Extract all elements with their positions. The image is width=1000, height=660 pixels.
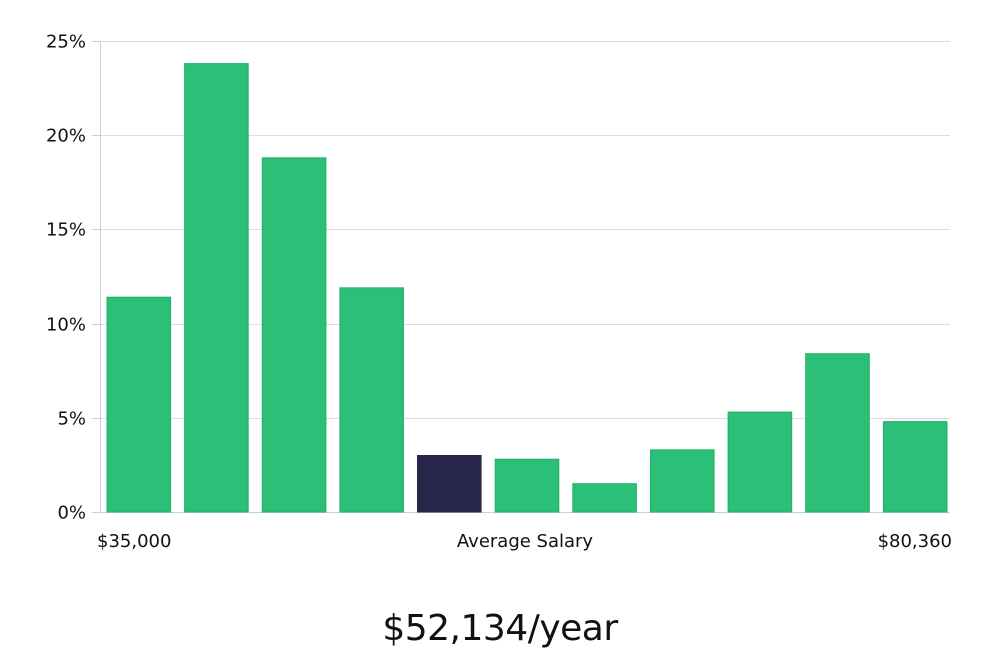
bar-11: [882, 421, 948, 513]
bar-9: [727, 411, 793, 513]
x-axis-labels: $35,000 Average Salary $80,360: [97, 531, 952, 552]
bar-7: [572, 483, 637, 513]
bar-average-salary: [417, 455, 482, 513]
bar-2: [184, 63, 249, 513]
y-tick-label: 25%: [46, 32, 86, 53]
average-salary-value: $52,134/year: [382, 608, 618, 649]
x-label-average: Average Salary: [457, 531, 594, 552]
y-tick-label: 20%: [46, 126, 86, 147]
y-tick-label: 10%: [46, 315, 86, 336]
bar-3: [261, 157, 327, 513]
x-label-min: $35,000: [97, 531, 171, 552]
y-tick-label: 15%: [46, 220, 86, 241]
salary-histogram: 0% 5% 10% 15% 20% 25% $35,000 Average Salary …: [46, 32, 952, 553]
bar-10: [805, 353, 870, 513]
bar-6: [494, 458, 560, 513]
bars: [106, 63, 948, 513]
bar-4: [339, 287, 404, 513]
y-tick-label: 5%: [57, 409, 86, 430]
bar-1: [106, 296, 172, 513]
x-label-max: $80,360: [878, 531, 952, 552]
y-axis-ticks: 0% 5% 10% 15% 20% 25%: [46, 32, 100, 524]
bar-8: [650, 449, 715, 513]
y-tick-label: 0%: [57, 503, 86, 524]
